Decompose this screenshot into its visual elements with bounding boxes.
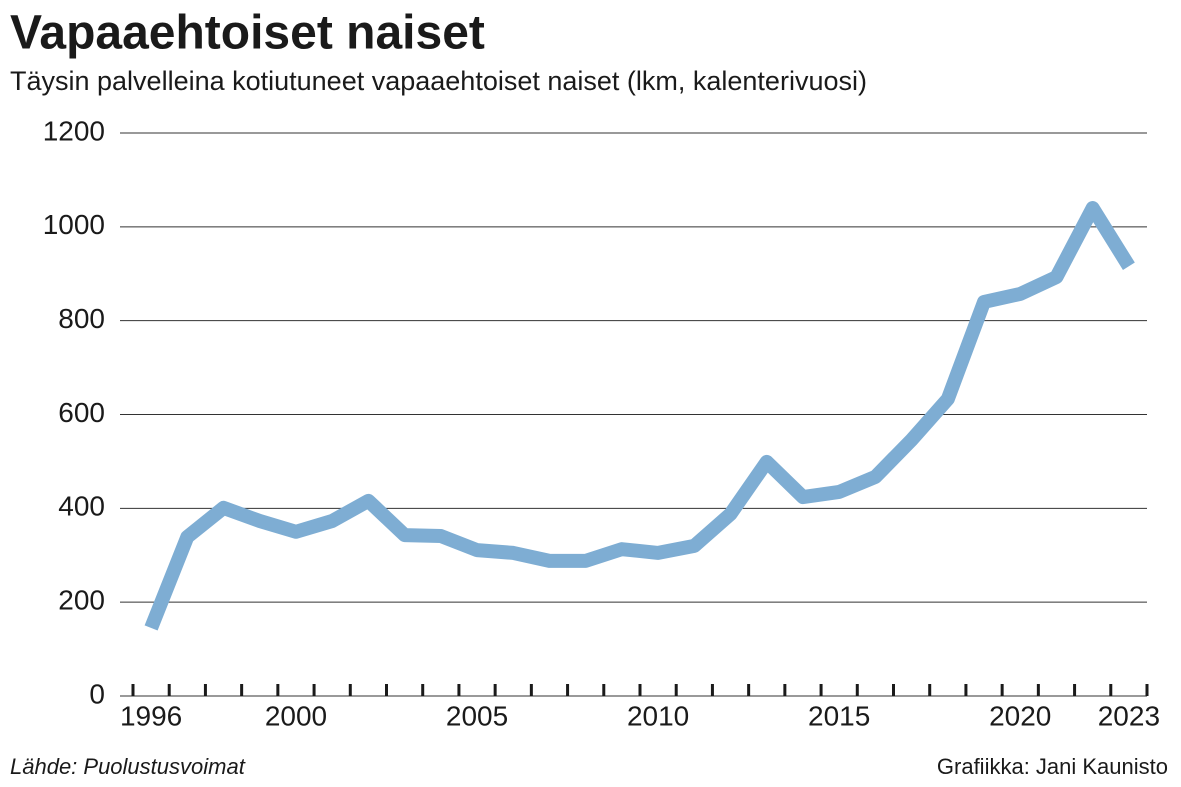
x-tick-label: 2023: [1098, 700, 1160, 731]
y-tick-label: 1000: [43, 209, 105, 240]
data-line: [144, 201, 1135, 631]
chart-title: Vapaaehtoiset naiset: [10, 7, 485, 60]
y-tick-label: 600: [58, 397, 105, 428]
x-tick-label: 2020: [989, 700, 1051, 731]
y-tick-label: 400: [58, 491, 105, 522]
x-tick-label: 2010: [627, 700, 689, 731]
x-tick-label: 2005: [446, 700, 508, 731]
x-tick-label: 1996: [120, 700, 182, 731]
y-tick-label: 800: [58, 303, 105, 334]
x-tick-label: 2000: [265, 700, 327, 731]
chart-subtitle: Täysin palvelleina kotiutuneet vapaaehto…: [10, 66, 867, 96]
x-tick-label: 2015: [808, 700, 870, 731]
y-tick-label: 1200: [43, 115, 105, 146]
y-tick-label: 0: [89, 678, 105, 709]
y-tick-label: 200: [58, 585, 105, 616]
source: Lähde: Puolustusvoimat: [10, 754, 246, 779]
credit: Grafiikka: Jani Kaunisto: [937, 754, 1168, 779]
